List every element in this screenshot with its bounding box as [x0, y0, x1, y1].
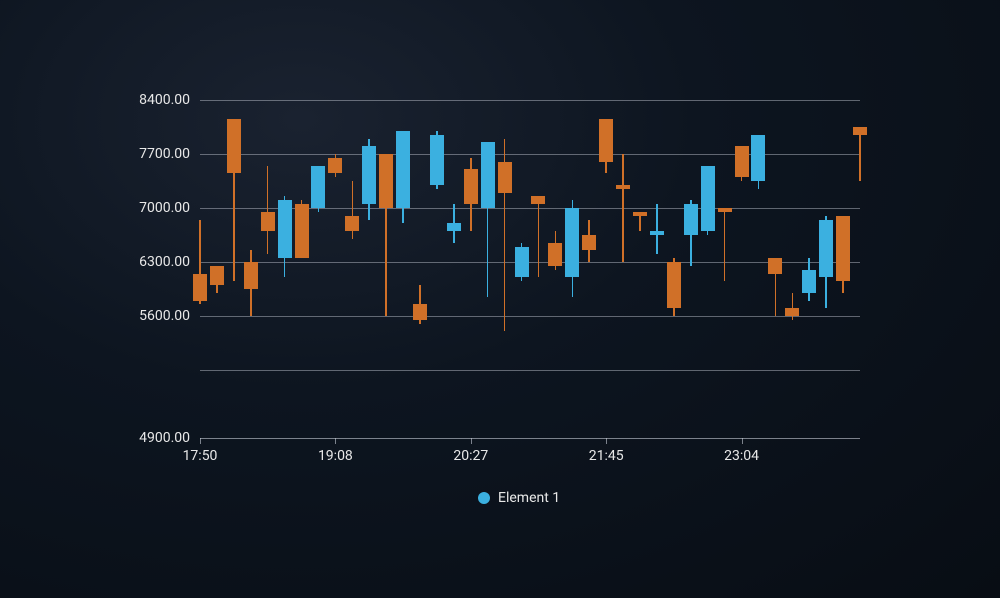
candle-wick — [656, 204, 658, 254]
candle-body — [430, 135, 444, 185]
candle-body — [531, 196, 545, 204]
gridline — [200, 262, 860, 263]
candle-body — [498, 162, 512, 193]
candle-body — [278, 200, 292, 258]
candle-wick — [724, 208, 726, 281]
candle-body — [244, 262, 258, 289]
x-axis-tick-label: 19:08 — [318, 448, 353, 464]
candle-body — [515, 247, 529, 278]
candle-body — [667, 262, 681, 308]
candle-body — [582, 235, 596, 250]
candle-body — [210, 266, 224, 285]
candle-body — [396, 131, 410, 208]
candle-body — [718, 208, 732, 212]
candle-body — [379, 154, 393, 208]
y-axis-tick-label: 5600.00 — [130, 308, 190, 324]
candle-body — [227, 119, 241, 173]
x-axis-tick-label: 20:27 — [453, 448, 488, 464]
candle-body — [650, 231, 664, 235]
candle-body — [311, 166, 325, 208]
candle-body — [751, 135, 765, 181]
gridline — [200, 100, 860, 101]
plot-area — [200, 100, 860, 370]
candle-body — [464, 169, 478, 204]
candle-body — [768, 258, 782, 273]
y-axis-tick-label: 8400.00 — [130, 92, 190, 108]
x-axis-tick-label: 23:04 — [724, 448, 759, 464]
candle-body — [616, 185, 630, 189]
chart-legend: Element 1 — [478, 490, 560, 506]
candle-body — [684, 204, 698, 235]
candle-body — [701, 166, 715, 232]
x-axis-tick — [471, 438, 472, 444]
candle-body — [853, 127, 867, 135]
candle-body — [295, 204, 309, 258]
candle-body — [413, 304, 427, 319]
candle-body — [328, 158, 342, 173]
candle-body — [735, 146, 749, 177]
candle-body — [548, 243, 562, 266]
y-axis-tick-label: 7700.00 — [130, 146, 190, 162]
x-axis-tick — [200, 438, 201, 444]
candle-body — [819, 220, 833, 278]
gridline — [200, 316, 860, 317]
candle-body — [802, 270, 816, 293]
x-axis-line — [200, 438, 860, 439]
y-axis-tick-label: 7000.00 — [130, 200, 190, 216]
x-axis-tick — [335, 438, 336, 444]
legend-swatch — [478, 492, 490, 504]
candlestick-chart: 8400.00 7700.00 7000.00 6300.00 5600.00 4900.… — [0, 0, 1000, 598]
y-axis-tick-label: 6300.00 — [130, 254, 190, 270]
candle-body — [447, 223, 461, 231]
candle-body — [633, 212, 647, 216]
candle-wick — [859, 127, 861, 181]
candle-body — [362, 146, 376, 204]
legend-label: Element 1 — [498, 490, 560, 506]
candle-body — [481, 142, 495, 208]
candle-body — [193, 274, 207, 301]
x-axis-tick-label: 21:45 — [589, 448, 624, 464]
candle-wick — [267, 166, 269, 255]
candle-body — [261, 212, 275, 231]
candle-wick — [622, 154, 624, 262]
candle-body — [836, 216, 850, 282]
x-axis-tick — [606, 438, 607, 444]
y-axis-tick-label: 4900.00 — [130, 430, 190, 446]
candle-body — [599, 119, 613, 161]
candle-body — [785, 308, 799, 316]
candle-wick — [538, 196, 540, 277]
candle-body — [345, 216, 359, 231]
x-axis-tick — [742, 438, 743, 444]
gridline — [200, 370, 860, 371]
candle-body — [565, 208, 579, 277]
x-axis-tick-label: 17:50 — [183, 448, 218, 464]
